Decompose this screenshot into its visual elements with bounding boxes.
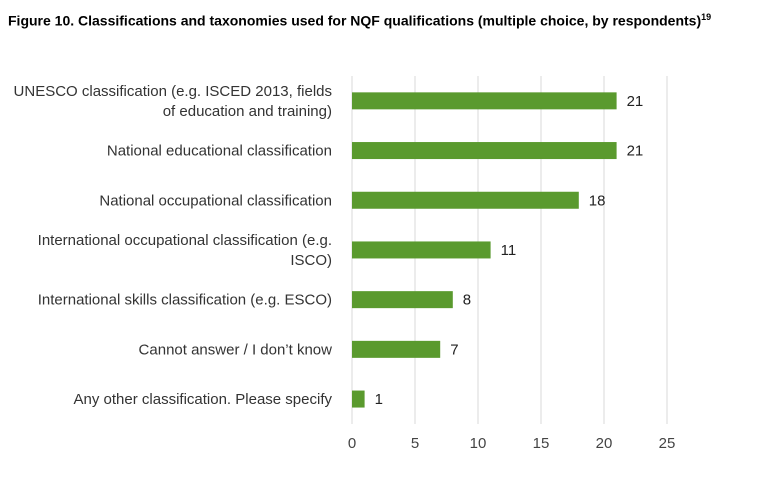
title-footnote: 19 [701,12,712,22]
x-tick-label: 5 [411,435,419,452]
bar [352,142,617,160]
bar [352,92,617,110]
x-tick-label: 20 [596,435,613,452]
category-label: of education and training) [163,103,332,120]
bar [352,390,365,408]
x-tick-label: 25 [659,435,676,452]
x-tick-label: 10 [470,435,487,452]
category-label: International skills classification (e.g… [38,292,332,309]
value-label: 18 [589,192,606,209]
value-label: 7 [450,341,458,358]
category-label: ISCO) [290,252,332,269]
chart-title: Figure 10. Classifications and taxonomie… [8,12,712,29]
category-labels: UNESCO classification (e.g. ISCED 2013, … [14,83,333,408]
bar [352,291,453,309]
category-label: International occupational classificatio… [38,232,332,249]
x-tick-label: 0 [348,435,356,452]
value-labels: 21 21 18 11 8 7 1 [375,93,644,408]
bar [352,191,579,209]
value-label: 8 [463,292,471,309]
value-label: 1 [375,391,383,408]
category-label: Cannot answer / I don’t know [139,341,333,358]
category-label: National occupational classification [99,192,332,209]
value-label: 21 [627,93,644,110]
category-label: Any other classification. Please specify [74,391,333,408]
value-label: 11 [501,242,517,259]
bar [352,241,491,259]
x-axis-ticks: 0 5 10 15 20 25 [348,435,676,452]
bars [352,92,617,408]
category-label: UNESCO classification (e.g. ISCED 2013, … [14,83,332,100]
x-tick-label: 15 [533,435,550,452]
bar [352,340,441,358]
category-label: National educational classification [107,143,332,160]
value-label: 21 [627,143,644,160]
